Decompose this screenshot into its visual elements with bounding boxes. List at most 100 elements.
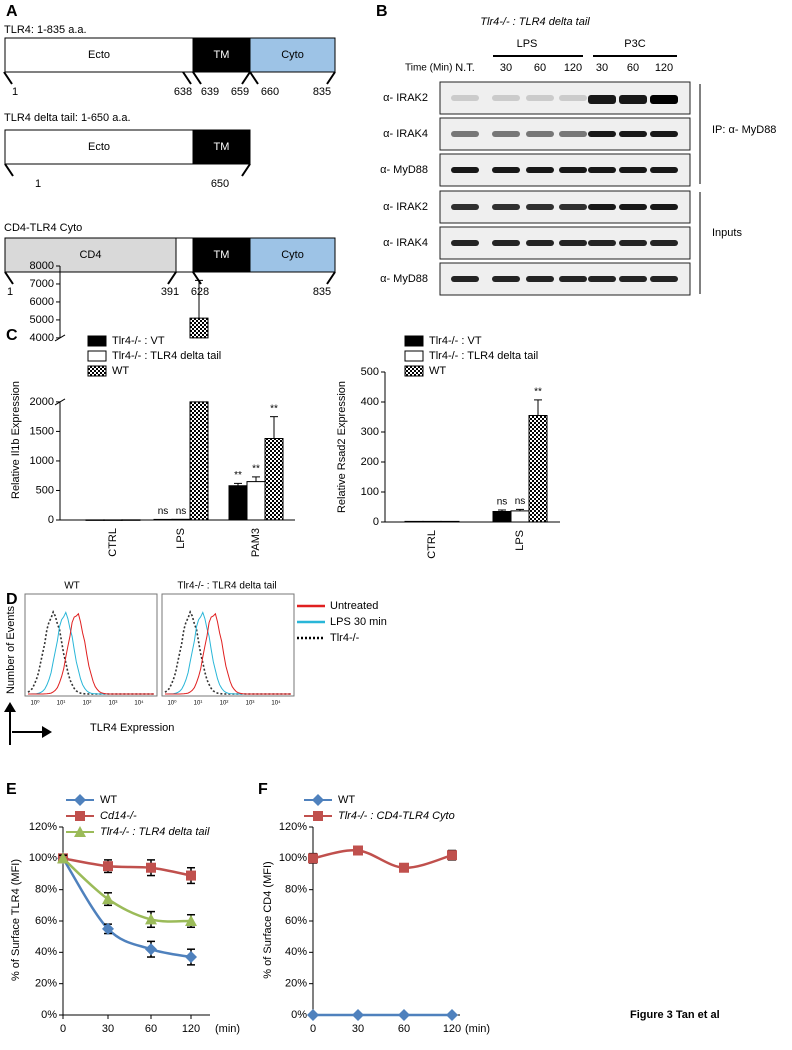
position-label: 835 <box>313 286 331 298</box>
bar <box>153 518 173 521</box>
y-axis-label: % of Surface TLR4 (MFI) <box>10 859 22 981</box>
bar <box>264 438 284 521</box>
legend-label: Tlr4-/- : VT <box>429 335 482 347</box>
position-label: 628 <box>191 286 209 298</box>
position-tick <box>249 71 259 85</box>
x-axis-label: (min) <box>465 1023 490 1035</box>
blot <box>439 81 691 115</box>
row-label: α- MyD88 <box>380 273 428 285</box>
lane-label: 120 <box>564 62 582 74</box>
x-axis-label: (min) <box>215 1023 240 1035</box>
lane-label: 60 <box>534 62 546 74</box>
legend-label: LPS 30 min <box>330 616 387 628</box>
x-tick-label: 120 <box>443 1023 461 1035</box>
domain <box>4 37 194 73</box>
y-tick-label: 1500 <box>30 425 54 437</box>
legend-label: WT <box>112 365 129 377</box>
line <box>62 857 192 877</box>
band <box>588 167 616 173</box>
band <box>588 276 616 282</box>
x-tick-label: LPS <box>175 528 187 549</box>
lane-label: N.T. <box>455 62 475 74</box>
band <box>559 167 587 173</box>
arrow-head <box>42 726 52 738</box>
marker <box>399 862 409 873</box>
band <box>526 276 554 282</box>
y-tick-label: 5000 <box>30 314 54 326</box>
legend-swatch <box>404 350 424 362</box>
marker <box>446 1009 458 1021</box>
significance-label: ** <box>234 470 242 481</box>
lane-label: 120 <box>655 62 673 74</box>
histogram-curve <box>27 609 154 695</box>
line <box>312 849 453 869</box>
significance-label: ns <box>515 496 526 507</box>
figure-caption: Figure 3 Tan et al <box>630 1009 720 1021</box>
band <box>451 95 479 101</box>
band <box>451 167 479 173</box>
marker <box>186 870 196 881</box>
histogram-frame <box>24 593 158 697</box>
row-label: α- IRAK2 <box>383 92 428 104</box>
band <box>559 276 587 282</box>
band <box>526 240 554 246</box>
bar <box>404 520 424 523</box>
domain-label: Cyto <box>281 49 304 61</box>
bracket-label: Inputs <box>712 227 742 239</box>
x-tick-label: CTRL <box>107 528 119 557</box>
marker <box>102 893 114 905</box>
x-tick-label: 0 <box>60 1023 66 1035</box>
panel-label: A <box>6 3 18 20</box>
x-tick-label: 120 <box>182 1023 200 1035</box>
x-tick-label: 10⁰ <box>167 700 177 707</box>
row-label: α- IRAK4 <box>383 237 428 249</box>
arrow-head <box>4 702 16 712</box>
band <box>526 167 554 173</box>
position-label: 391 <box>161 286 179 298</box>
y-tick-label: 20% <box>35 978 57 990</box>
y-tick-label: 6000 <box>30 296 54 308</box>
band <box>559 240 587 246</box>
marker <box>74 826 86 837</box>
y-tick-label: 0 <box>48 514 54 526</box>
band <box>559 204 587 210</box>
significance-label: ** <box>534 387 542 398</box>
marker <box>312 794 324 806</box>
band <box>650 167 678 173</box>
line <box>62 857 192 923</box>
histogram-curve <box>164 609 291 695</box>
band <box>588 131 616 137</box>
band <box>650 204 678 210</box>
x-tick-label: 60 <box>145 1023 157 1035</box>
y-tick-label: 0% <box>291 1009 307 1021</box>
legend-label: WT <box>100 794 117 806</box>
band <box>492 131 520 137</box>
legend-label: WT <box>429 365 446 377</box>
x-tick-label: 30 <box>102 1023 114 1035</box>
y-axis-label: Relative Il1b Expression <box>10 381 22 499</box>
position-label: 1 <box>12 86 18 98</box>
band <box>588 240 616 246</box>
band <box>451 240 479 246</box>
band <box>492 167 520 173</box>
significance-label: ns <box>158 506 169 517</box>
y-tick-label: 4000 <box>30 332 54 344</box>
y-tick-label: 60% <box>35 915 57 927</box>
bar <box>422 520 442 523</box>
marker <box>74 794 86 806</box>
band <box>451 204 479 210</box>
band <box>451 131 479 137</box>
band <box>588 204 616 210</box>
position-tick <box>192 271 202 285</box>
position-tick <box>241 163 251 177</box>
time-label: Time (Min) <box>405 63 452 74</box>
bar <box>171 518 191 521</box>
bar <box>246 481 266 521</box>
y-tick-label: 120% <box>29 821 57 833</box>
domain-label: TM <box>214 49 230 61</box>
y-tick-label: 300 <box>361 426 379 438</box>
y-tick-label: 7000 <box>30 278 54 290</box>
legend-swatch <box>404 335 424 347</box>
group-label: P3C <box>624 38 645 50</box>
